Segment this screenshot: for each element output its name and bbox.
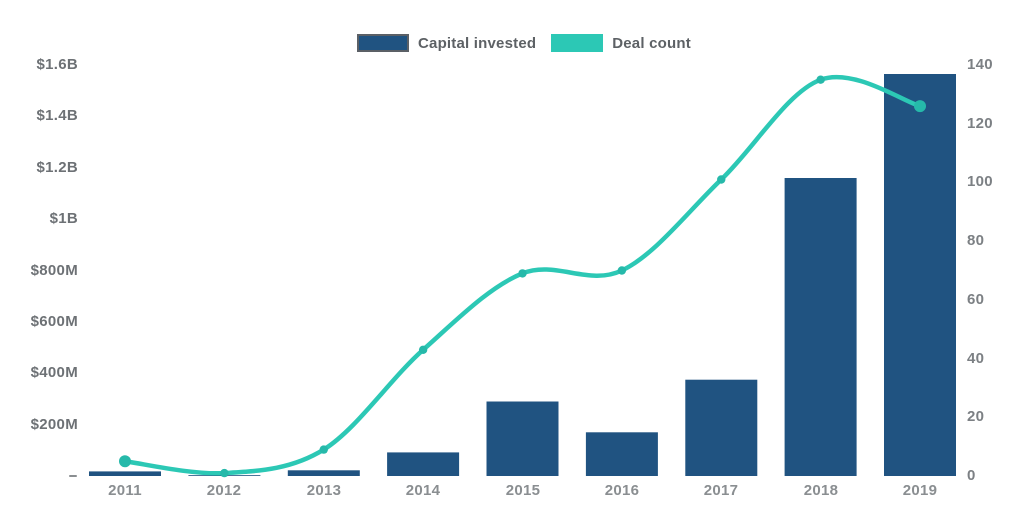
axis-left-tick-$200M: $200M bbox=[30, 416, 78, 433]
line-point-2019 bbox=[914, 100, 926, 113]
x-axis-label-2017: 2017 bbox=[703, 482, 739, 499]
bar-2013 bbox=[287, 470, 360, 476]
axis-left-tick-$1.6B: $1.6B bbox=[36, 56, 78, 73]
line-point-2018 bbox=[816, 75, 825, 84]
deal-count-swatch bbox=[551, 34, 604, 52]
axis-left-tick-$1B: $1B bbox=[49, 210, 78, 227]
axis-right-tick-0: 0 bbox=[967, 467, 976, 484]
axis-right-tick-40: 40 bbox=[967, 350, 985, 367]
bar-2019 bbox=[884, 74, 956, 476]
x-axis-label-2018: 2018 bbox=[803, 482, 839, 499]
axis-right-tick-100: 100 bbox=[967, 173, 993, 190]
x-axis-label-2015: 2015 bbox=[505, 482, 541, 499]
x-axis-label-2019: 2019 bbox=[902, 482, 938, 499]
axis-left-zero-dash bbox=[69, 475, 77, 477]
capital-invested-swatch bbox=[357, 34, 409, 52]
x-axis-label-2014: 2014 bbox=[405, 482, 441, 499]
line-point-2016 bbox=[617, 266, 627, 275]
bar-2014 bbox=[387, 452, 460, 476]
bar-2011 bbox=[89, 471, 161, 476]
axis-left-tick-$400M: $400M bbox=[30, 364, 78, 381]
axis-right-tick-120: 120 bbox=[967, 115, 993, 132]
line-point-2012 bbox=[220, 468, 229, 478]
x-axis-label-2011: 2011 bbox=[108, 482, 142, 499]
line-point-2011 bbox=[119, 455, 131, 468]
chart-legend: Capital invested Deal count bbox=[357, 34, 706, 52]
bar-2017 bbox=[685, 379, 758, 476]
x-axis-label-2016: 2016 bbox=[604, 482, 640, 499]
line-point-2015 bbox=[518, 269, 527, 278]
axis-left-tick-$1.4B: $1.4B bbox=[36, 107, 78, 124]
axis-left-tick-$600M: $600M bbox=[30, 313, 78, 330]
axis-left-tick-$800M: $800M bbox=[30, 262, 78, 279]
bar-2018 bbox=[784, 178, 857, 476]
axis-left-tick-$1.2B: $1.2B bbox=[36, 159, 78, 176]
line-point-2014 bbox=[418, 345, 428, 354]
x-axis-label-2012: 2012 bbox=[206, 482, 242, 499]
capital-invested-legend-label: Capital invested bbox=[418, 34, 537, 52]
bar-2015 bbox=[486, 401, 559, 476]
line-point-2017 bbox=[717, 175, 726, 184]
deal-count-legend-label: Deal count bbox=[612, 34, 691, 52]
axis-right-tick-140: 140 bbox=[967, 56, 993, 73]
axis-right-tick-20: 20 bbox=[967, 408, 985, 425]
x-axis-label-2013: 2013 bbox=[306, 482, 342, 499]
bar-2016 bbox=[585, 432, 658, 476]
line-point-2013 bbox=[319, 445, 328, 454]
axis-right-tick-80: 80 bbox=[967, 232, 985, 249]
axis-right-tick-60: 60 bbox=[967, 291, 985, 308]
